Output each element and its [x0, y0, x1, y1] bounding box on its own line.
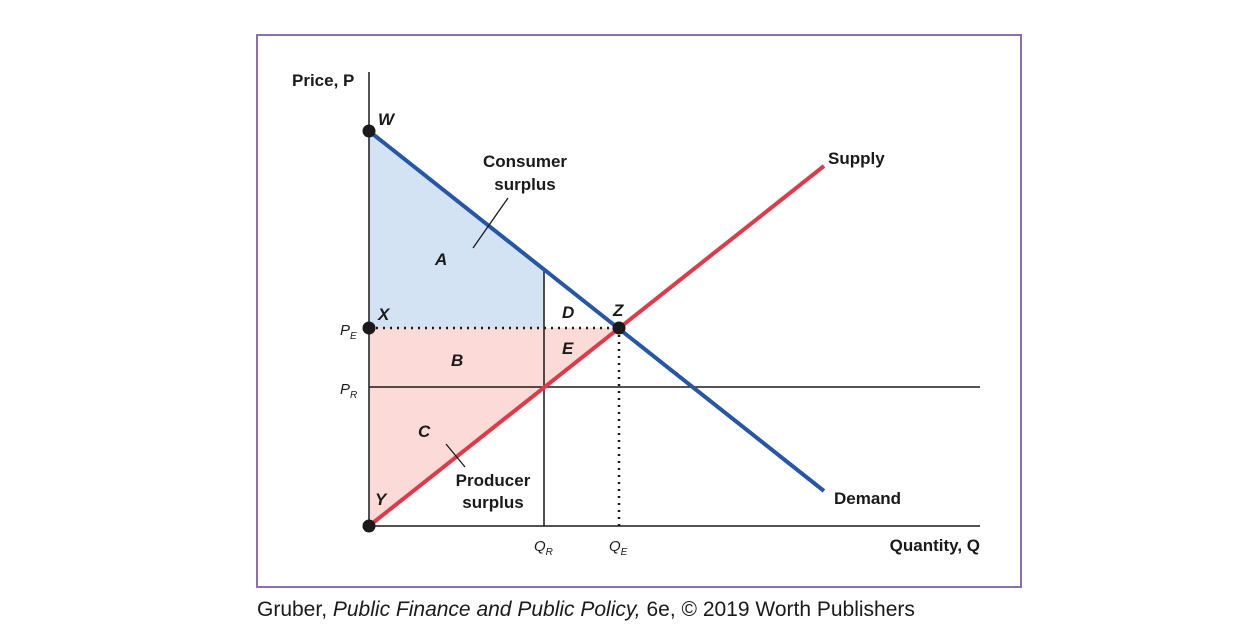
tick-pr-sub: R	[350, 390, 357, 401]
y-axis-label: Price, P	[292, 71, 354, 90]
supply-label: Supply	[828, 149, 885, 168]
tick-pe: PE	[340, 322, 357, 342]
area-b-label: B	[451, 351, 463, 370]
tick-qr-main: Q	[534, 538, 546, 555]
tick-qr-sub: R	[546, 547, 553, 558]
x-axis-label: Quantity, Q	[890, 536, 980, 555]
tick-qe-sub: E	[621, 547, 628, 558]
tick-pe-sub: E	[350, 331, 357, 342]
demand-curve	[367, 129, 826, 493]
area-a-label: A	[434, 250, 447, 269]
area-d-label: D	[562, 303, 574, 322]
demand-label: Demand	[834, 489, 901, 508]
tick-pr-main: P	[340, 381, 350, 398]
consumer-surplus-label-line1: Consumer	[483, 152, 567, 171]
area-e-label: E	[562, 339, 574, 358]
supply-curve	[367, 164, 826, 528]
caption-title: Public Finance and Public Policy,	[332, 598, 641, 621]
tick-pr: PR	[340, 381, 357, 401]
point-x-marker	[362, 321, 376, 335]
point-z-label: Z	[612, 301, 624, 320]
tick-pe-main: P	[340, 322, 350, 339]
consumer-surplus-leader	[472, 197, 509, 249]
caption-rest: 6e, © 2019 Worth Publishers	[640, 598, 915, 621]
point-x-label: X	[377, 305, 391, 324]
producer-surplus-label-line2: surplus	[462, 493, 523, 512]
figure-frame	[256, 34, 1022, 588]
consumer-surplus-label-line2: surplus	[494, 175, 555, 194]
tick-qe: QE	[609, 538, 628, 558]
caption-author: Gruber,	[257, 598, 333, 621]
area-c-label: C	[418, 422, 431, 441]
point-y-marker	[362, 519, 376, 533]
point-w-label: W	[378, 110, 396, 129]
point-y-label: Y	[375, 490, 388, 509]
producer-surplus-leader	[445, 443, 466, 468]
point-w-marker	[362, 124, 376, 138]
producer-surplus-label-line1: Producer	[456, 471, 531, 490]
point-z-marker	[612, 321, 626, 335]
tick-qe-main: Q	[609, 538, 621, 555]
figure-caption: Gruber, Public Finance and Public Policy…	[257, 598, 915, 622]
tick-qr: QR	[534, 538, 553, 558]
consumer-surplus-area	[369, 131, 544, 328]
